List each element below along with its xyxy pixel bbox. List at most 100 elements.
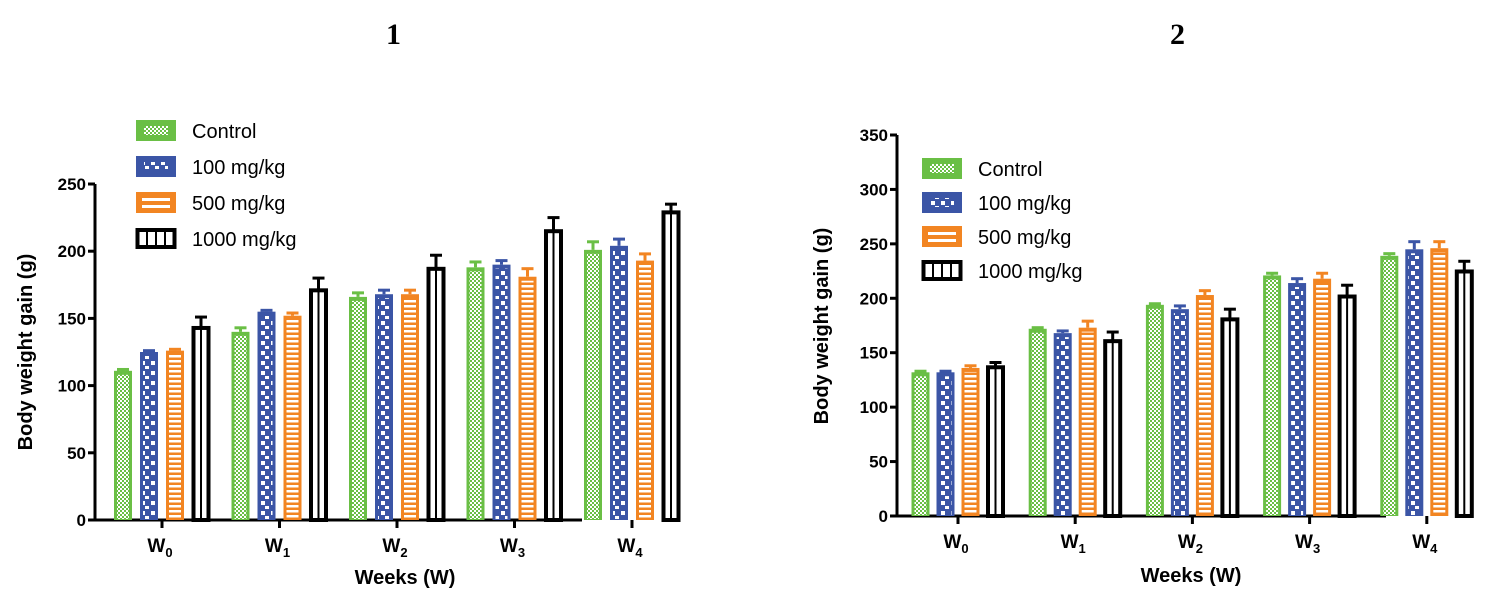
- bar: [1408, 253, 1421, 516]
- legend-item: Control: [922, 158, 1042, 181]
- bar: [169, 354, 181, 519]
- legend-swatch: [136, 192, 176, 213]
- y-tick-label: 100: [860, 398, 888, 417]
- legend-label: Control: [192, 121, 256, 143]
- bar: [914, 376, 927, 515]
- bar-vstripes-0: [191, 315, 211, 522]
- y-tick-label: 350: [860, 126, 888, 145]
- x-tick-label: W1: [1061, 532, 1086, 556]
- x-tick-label: W0: [943, 532, 968, 556]
- bar: [1173, 313, 1186, 515]
- y-tick-label: 200: [860, 289, 888, 308]
- bar: [143, 356, 155, 519]
- bar: [469, 271, 482, 519]
- legend-item: 100 mg/kg: [136, 156, 285, 179]
- y-tick-label: 250: [860, 235, 888, 254]
- bar-vstripes-1: [309, 276, 328, 522]
- y-tick-label: 50: [67, 444, 86, 463]
- bar: [234, 335, 247, 519]
- bar-hstripes-1: [283, 311, 302, 520]
- bar-vstripes-2: [426, 253, 446, 522]
- bar: [495, 268, 508, 519]
- y-tick-label: 150: [860, 344, 888, 363]
- bar-checker-0: [911, 369, 930, 516]
- y-tick-label: 300: [860, 180, 888, 199]
- y-tick-label: 100: [58, 377, 86, 396]
- chart-1: 0 50 100 150 200 250 Body weight gain (g) Weeks…: [15, 120, 681, 589]
- bar-checker-3: [1263, 271, 1282, 516]
- legend-label: 1000 mg/kg: [192, 229, 297, 251]
- bar: [939, 376, 952, 515]
- chart-2: 0 50 100 150 200 250 300 350 Body weight gain (g…: [811, 126, 1474, 587]
- bar-checker-0: [114, 367, 132, 520]
- bar: [639, 264, 651, 519]
- bar-checker-1: [231, 326, 250, 520]
- legend-label: 500 mg/kg: [192, 193, 285, 215]
- x-tick-label: W1: [265, 536, 290, 560]
- x-axis-title: Weeks (W): [1141, 565, 1242, 587]
- y-tick-label: 150: [58, 309, 86, 328]
- bar: [1291, 287, 1304, 515]
- bar-vstripes-4: [1454, 259, 1474, 518]
- x-tick-label: W2: [382, 536, 407, 560]
- bar-vstripes-1: [1103, 330, 1123, 518]
- legend-label: 1000 mg/kg: [978, 261, 1083, 283]
- bar-squares-0: [936, 369, 955, 516]
- y-axis-title: Body weight gain (g): [15, 254, 37, 451]
- y-tick-label: 200: [58, 242, 86, 261]
- bar-vstripes-2: [1220, 307, 1240, 518]
- bar-squares-2: [375, 288, 393, 520]
- bar-checker-2: [349, 291, 367, 520]
- bar: [260, 315, 273, 519]
- bar-squares-3: [1288, 277, 1307, 516]
- legend-item: 1000 mg/kg: [921, 260, 1083, 283]
- bar-squares-3: [492, 259, 511, 520]
- bar: [1433, 252, 1446, 515]
- bar-hstripes-4: [1430, 240, 1449, 516]
- legend-label: Control: [978, 159, 1042, 181]
- bar: [587, 253, 599, 519]
- bar-hstripes-2: [1195, 289, 1214, 516]
- legend-label: 100 mg/kg: [978, 193, 1071, 215]
- bar: [1383, 259, 1396, 515]
- legend-item: 500 mg/kg: [136, 192, 285, 215]
- bar: [1266, 279, 1279, 515]
- bar-checker-3: [466, 260, 485, 520]
- legend-item: 1000 mg/kg: [135, 228, 297, 251]
- bar-squares-1: [1053, 329, 1072, 516]
- bar: [404, 298, 416, 519]
- legend-item: 500 mg/kg: [922, 226, 1071, 249]
- bar: [1056, 337, 1069, 515]
- bar-squares-2: [1170, 304, 1189, 516]
- bar-vstripes-3: [544, 216, 563, 522]
- bar-squares-1: [257, 308, 276, 520]
- bar-squares-4: [610, 237, 628, 520]
- bar: [1198, 299, 1211, 515]
- bar: [286, 319, 299, 519]
- bar-checker-4: [584, 240, 602, 520]
- bar: [378, 298, 390, 519]
- legend-swatch: [922, 226, 962, 247]
- panel-label-1: 1: [386, 18, 401, 51]
- bar-hstripes-2: [401, 288, 419, 520]
- bar-squares-0: [140, 349, 158, 520]
- bar-hstripes-1: [1078, 319, 1097, 516]
- legend-label: 500 mg/kg: [978, 227, 1071, 249]
- panel-label-2: 2: [1170, 18, 1185, 51]
- x-tick-label: W2: [1178, 532, 1203, 556]
- bar-hstripes-4: [636, 252, 654, 520]
- x-tick-label: W3: [500, 536, 525, 560]
- legend-item: Control: [136, 120, 256, 143]
- legend-label: 100 mg/kg: [192, 157, 285, 179]
- bar: [521, 280, 534, 519]
- x-tick-label: W3: [1295, 532, 1320, 556]
- bar: [352, 300, 364, 519]
- x-axis-title: Weeks (W): [355, 567, 456, 589]
- y-axis-title: Body weight gain (g): [811, 228, 833, 425]
- bar-checker-4: [1380, 252, 1399, 516]
- y-tick-label: 0: [879, 507, 888, 526]
- bar: [117, 374, 129, 519]
- y-tick-label: 0: [77, 511, 86, 530]
- bar-vstripes-4: [661, 202, 681, 522]
